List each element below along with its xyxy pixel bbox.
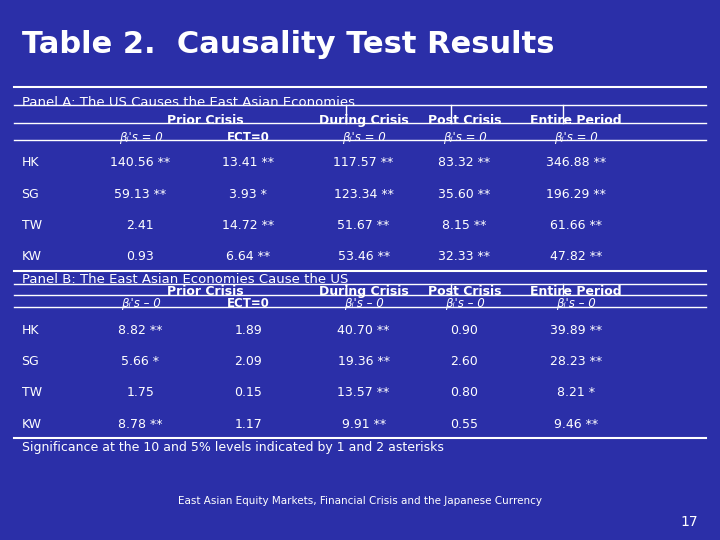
Text: 17: 17 <box>681 515 698 529</box>
Text: 39.89 **: 39.89 ** <box>550 323 602 336</box>
Text: Entire Period: Entire Period <box>530 114 622 127</box>
Text: 123.34 **: 123.34 ** <box>333 188 394 201</box>
Text: 8.82 **: 8.82 ** <box>118 323 163 336</box>
Text: 0.90: 0.90 <box>451 323 478 336</box>
Text: 83.32 **: 83.32 ** <box>438 157 490 170</box>
Text: SG: SG <box>22 188 40 201</box>
Text: 53.46 **: 53.46 ** <box>338 251 390 264</box>
Text: KW: KW <box>22 417 42 430</box>
Text: During Crisis: During Crisis <box>319 285 408 299</box>
Text: βⱼ's – 0: βⱼ's – 0 <box>556 296 596 310</box>
Text: Prior Crisis: Prior Crisis <box>167 285 243 299</box>
Text: 13.57 **: 13.57 ** <box>338 386 390 399</box>
Text: 346.88 **: 346.88 ** <box>546 157 606 170</box>
Text: 0.93: 0.93 <box>127 251 154 264</box>
Text: 3.93 *: 3.93 * <box>230 188 267 201</box>
Text: 9.46 **: 9.46 ** <box>554 417 598 430</box>
Text: East Asian Equity Markets, Financial Crisis and the Japanese Currency: East Asian Equity Markets, Financial Cri… <box>178 496 542 506</box>
Text: SG: SG <box>22 355 40 368</box>
Text: βⱼ's = 0: βⱼ's = 0 <box>443 131 486 144</box>
Text: 9.91 **: 9.91 ** <box>341 417 386 430</box>
Text: Significance at the 10 and 5% levels indicated by 1 and 2 asterisks: Significance at the 10 and 5% levels ind… <box>22 441 444 454</box>
Text: 2.60: 2.60 <box>451 355 478 368</box>
Text: 1.75: 1.75 <box>127 386 154 399</box>
Text: TW: TW <box>22 386 42 399</box>
Text: 35.60 **: 35.60 ** <box>438 188 490 201</box>
Text: 0.80: 0.80 <box>451 386 478 399</box>
Text: 51.67 **: 51.67 ** <box>338 219 390 232</box>
Text: 8.78 **: 8.78 ** <box>118 417 163 430</box>
Text: Table 2.  Causality Test Results: Table 2. Causality Test Results <box>22 30 554 59</box>
Text: Entire Period: Entire Period <box>530 285 622 299</box>
Text: βⱼ's = 0: βⱼ's = 0 <box>119 131 162 144</box>
Text: 2.41: 2.41 <box>127 219 154 232</box>
Text: 117.57 **: 117.57 ** <box>333 157 394 170</box>
Text: 2.09: 2.09 <box>235 355 262 368</box>
Text: HK: HK <box>22 157 39 170</box>
Text: 140.56 **: 140.56 ** <box>110 157 171 170</box>
Text: βⱼ's = 0: βⱼ's = 0 <box>342 131 385 144</box>
Text: βⱼ's – 0: βⱼ's – 0 <box>120 296 161 310</box>
Text: 1.89: 1.89 <box>235 323 262 336</box>
Text: Post Crisis: Post Crisis <box>428 285 501 299</box>
Text: 40.70 **: 40.70 ** <box>338 323 390 336</box>
Text: 0.15: 0.15 <box>235 386 262 399</box>
Text: 32.33 **: 32.33 ** <box>438 251 490 264</box>
Text: TW: TW <box>22 219 42 232</box>
Text: 8.15 **: 8.15 ** <box>442 219 487 232</box>
Text: Prior Crisis: Prior Crisis <box>167 114 243 127</box>
Text: 196.29 **: 196.29 ** <box>546 188 606 201</box>
Text: Panel A: The US Causes the East Asian Economies: Panel A: The US Causes the East Asian Ec… <box>22 96 355 109</box>
Text: Panel B: The East Asian Economies Cause the US: Panel B: The East Asian Economies Cause … <box>22 273 348 286</box>
Text: 19.36 **: 19.36 ** <box>338 355 390 368</box>
Text: HK: HK <box>22 323 39 336</box>
Text: βⱼ's – 0: βⱼ's – 0 <box>444 296 485 310</box>
Text: 5.66 *: 5.66 * <box>122 355 159 368</box>
Text: 47.82 **: 47.82 ** <box>550 251 602 264</box>
Text: 1.17: 1.17 <box>235 417 262 430</box>
Text: 28.23 **: 28.23 ** <box>550 355 602 368</box>
Text: ECT=0: ECT=0 <box>227 131 270 144</box>
Text: 61.66 **: 61.66 ** <box>550 219 602 232</box>
Text: ECT=0: ECT=0 <box>227 296 270 310</box>
Text: 14.72 **: 14.72 ** <box>222 219 274 232</box>
Text: KW: KW <box>22 251 42 264</box>
Text: Post Crisis: Post Crisis <box>428 114 501 127</box>
Text: 0.55: 0.55 <box>451 417 478 430</box>
Text: 59.13 **: 59.13 ** <box>114 188 166 201</box>
Text: During Crisis: During Crisis <box>319 114 408 127</box>
Text: 6.64 **: 6.64 ** <box>226 251 271 264</box>
Text: βⱼ's = 0: βⱼ's = 0 <box>554 131 598 144</box>
Text: βⱼ's – 0: βⱼ's – 0 <box>343 296 384 310</box>
Text: 13.41 **: 13.41 ** <box>222 157 274 170</box>
Text: 8.21 *: 8.21 * <box>557 386 595 399</box>
